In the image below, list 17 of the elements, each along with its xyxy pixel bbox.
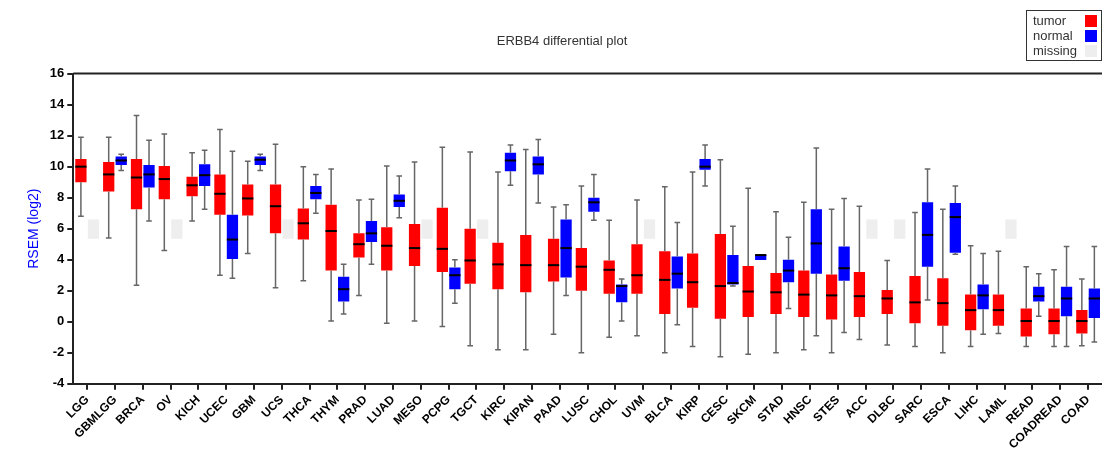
- chart-title: ERBB4 differential plot: [496, 33, 628, 49]
- y-tick-label: 2: [57, 282, 65, 298]
- x-tick-label: OV: [152, 392, 176, 415]
- y-tick-label: 14: [49, 96, 66, 112]
- legend-label: missing: [1032, 43, 1077, 58]
- y-tick-label: 6: [57, 220, 65, 236]
- legend-label: normal: [1032, 28, 1073, 43]
- y-tick-label: 12: [49, 127, 65, 143]
- y-tick-label: 0: [57, 313, 65, 329]
- y-axis-title: RSEM (log2): [25, 188, 42, 269]
- y-tick-label: 4: [57, 251, 66, 267]
- legend-label: tumor: [1032, 13, 1067, 28]
- y-tick-label: 10: [49, 158, 65, 174]
- y-tick-label: -4: [52, 375, 66, 391]
- y-tick-label: 16: [49, 65, 65, 81]
- y-tick-label: 8: [57, 189, 65, 205]
- y-tick-label: -2: [52, 344, 65, 360]
